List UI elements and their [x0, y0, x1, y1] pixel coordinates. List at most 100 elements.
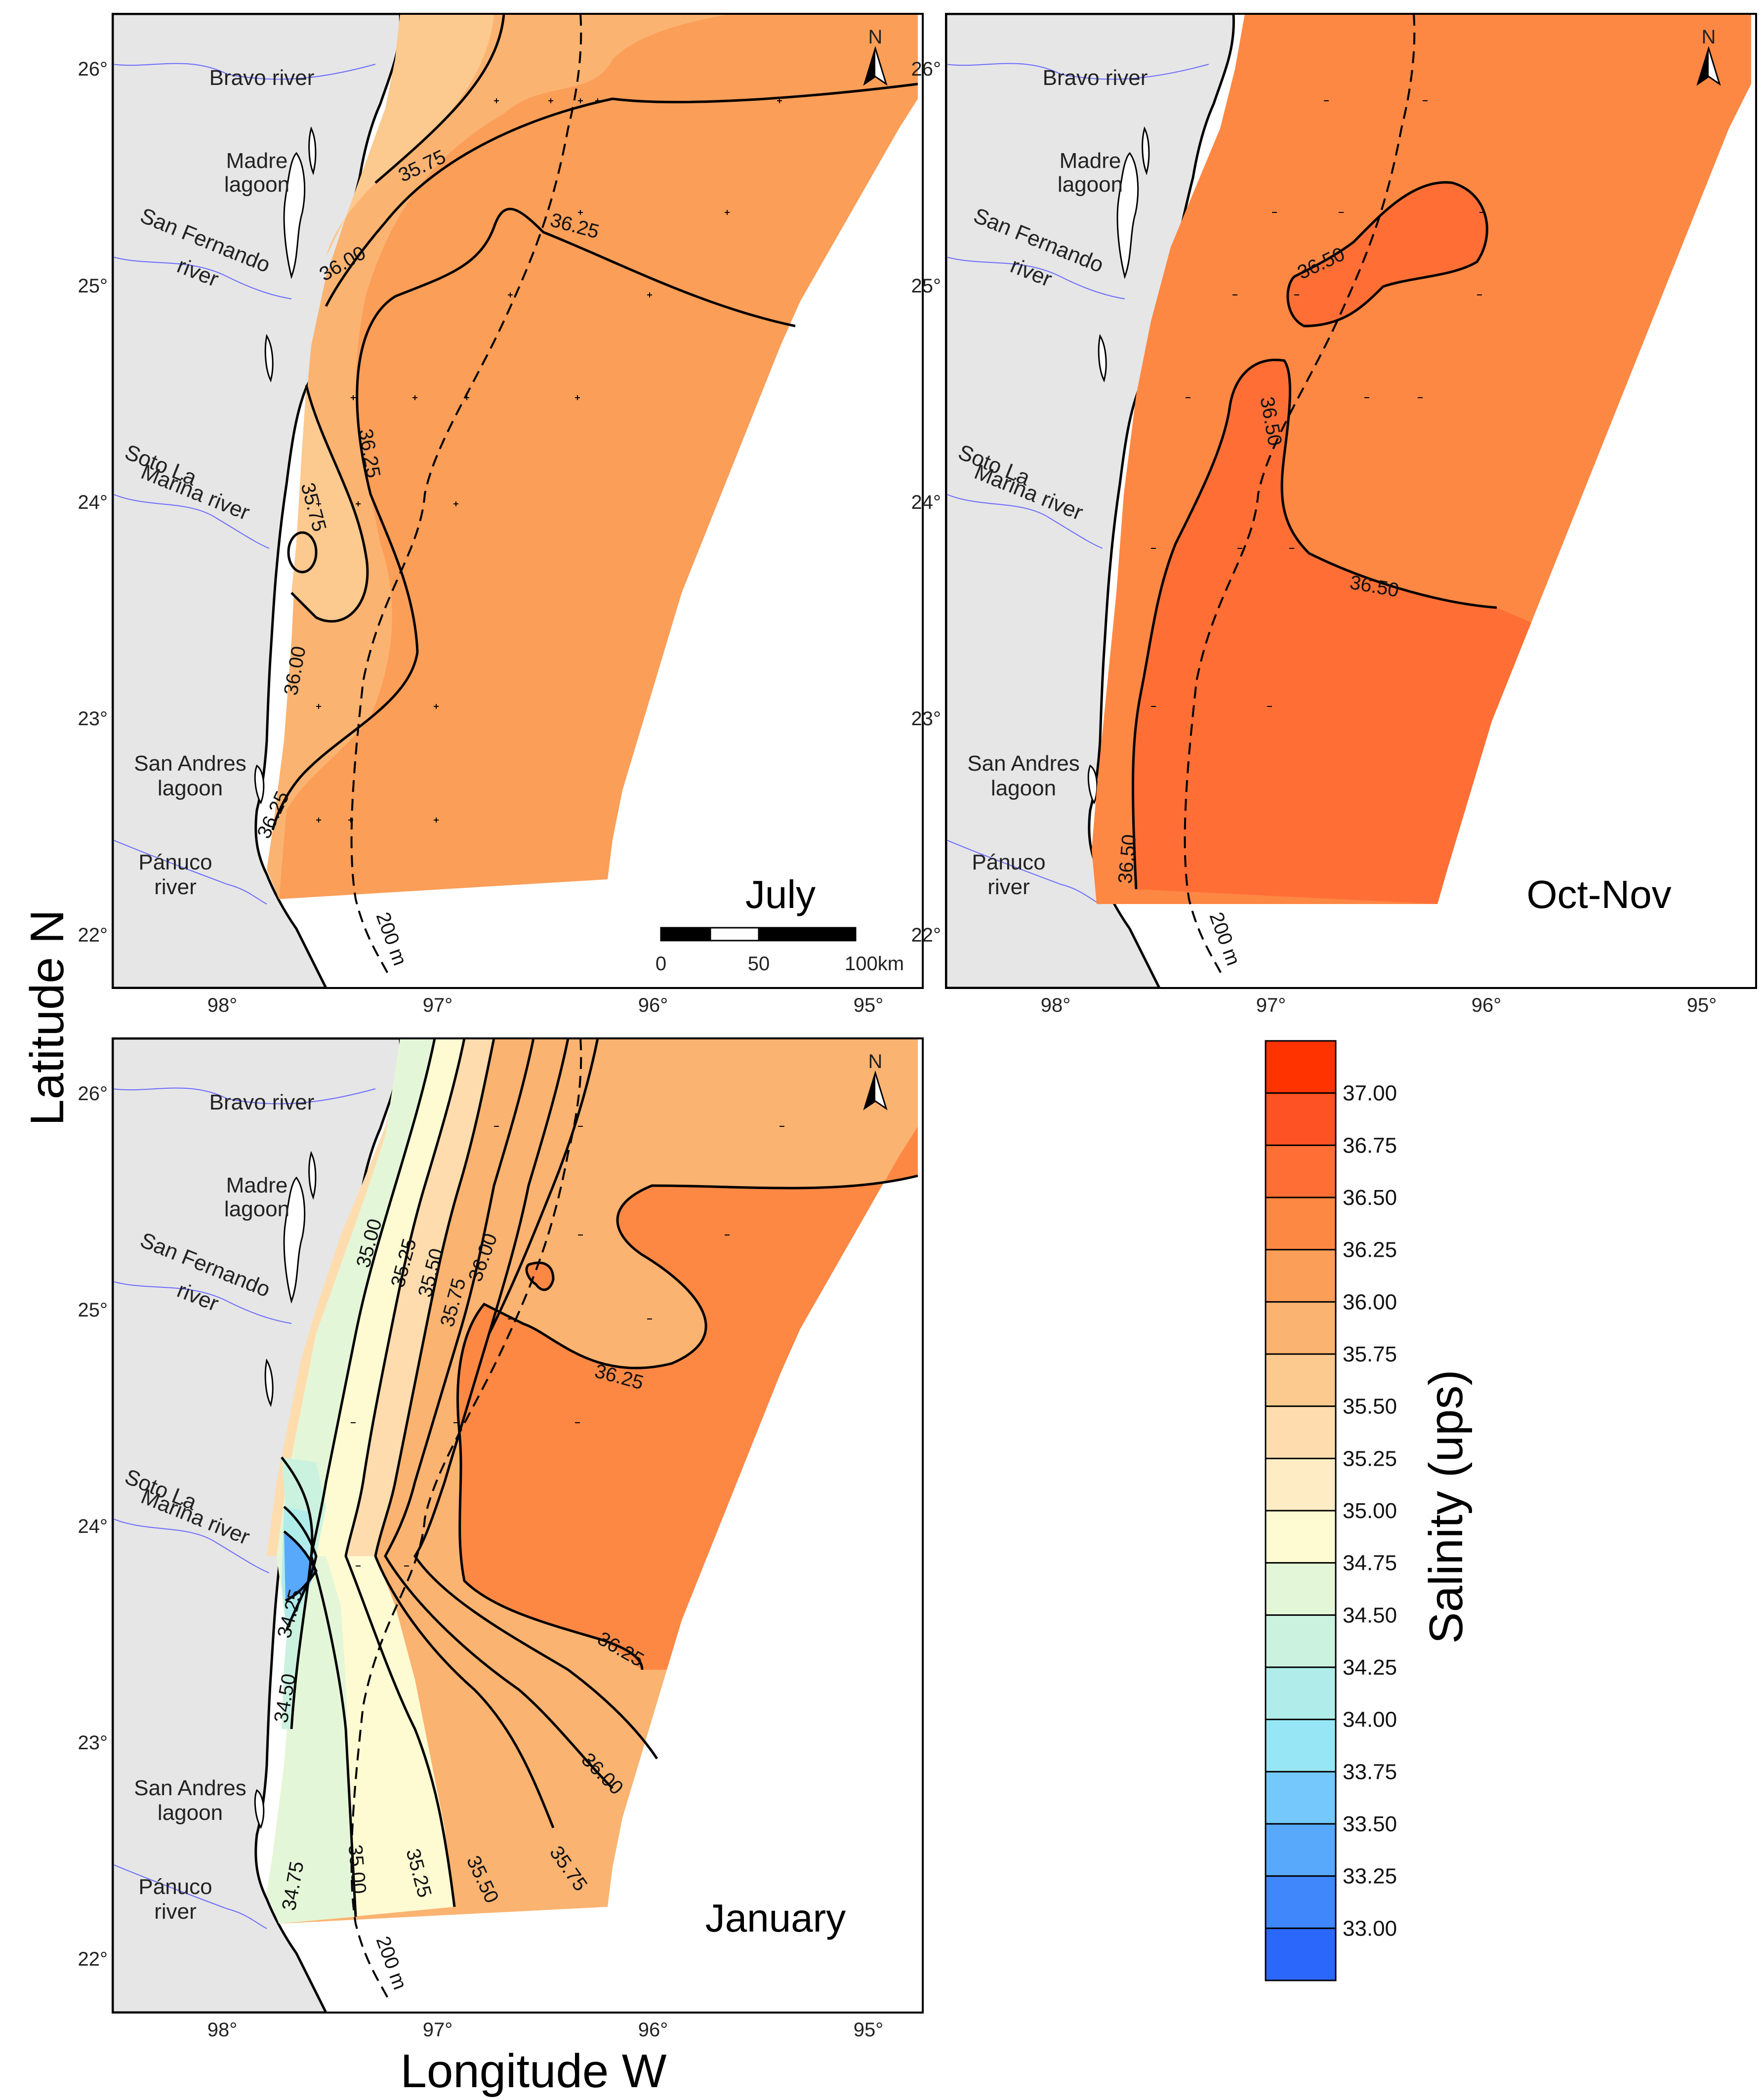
colorbar-level-label: 33.50 — [1343, 1812, 1397, 1836]
rivers — [113, 1087, 376, 1929]
lon-tick-98: 98° — [207, 2019, 238, 2041]
colorbar-swatch — [1266, 1719, 1336, 1772]
colorbar-swatch — [1266, 1406, 1336, 1459]
lat-tick-22: 22° — [78, 1948, 108, 1970]
lon-ticks-panel-c: 98° 97° 96° 95° — [207, 2019, 884, 2041]
lon-ticks-panel-a: 98° 97° 96° 95° — [207, 994, 884, 1016]
panel-oct-nov — [945, 13, 1757, 989]
place-san-andres-2: lagoon — [158, 776, 223, 800]
lat-tick-22: 22° — [78, 924, 108, 946]
colorbar-swatch — [1266, 1563, 1336, 1615]
lat-tick-24: 24° — [78, 492, 108, 513]
colorbar-swatch — [1266, 1197, 1336, 1250]
rivers — [113, 63, 376, 905]
colorbar-level-label: 33.25 — [1343, 1864, 1397, 1889]
colorbar-level-label: 35.25 — [1343, 1446, 1397, 1471]
isobath-200m — [350, 14, 582, 979]
lon-tick-97: 97° — [1256, 994, 1286, 1016]
colorbar-frame — [1265, 1040, 1337, 1981]
lat-tick-26: 26° — [911, 58, 942, 80]
lon-tick-98: 98° — [207, 994, 238, 1016]
scale-label-50: 50 — [748, 953, 770, 975]
x-axis-title: Longitude W — [400, 2045, 666, 2098]
lat-tick-26: 26° — [78, 58, 108, 80]
lat-tick-25: 25° — [78, 275, 108, 297]
contours — [271, 14, 918, 830]
colorbar-level-label: 37.00 — [1343, 1081, 1397, 1106]
land — [113, 14, 402, 988]
place-panuco-1: Pánuco — [972, 850, 1045, 874]
colorbar-level-label: 34.00 — [1343, 1708, 1397, 1732]
colorbar-swatch — [1266, 1093, 1336, 1146]
panel-july — [112, 13, 924, 989]
place-bravo-river: Bravo river — [209, 1090, 315, 1114]
panel-title-july: July — [745, 872, 816, 916]
colorbar: 37.00 36.75 36.50 36.25 36.00 35.75 35.50 35.25… — [1265, 1040, 1473, 1981]
contours — [281, 1038, 918, 1917]
lon-ticks: 98° 97° 96° 95° 98° 97° 96° 95° 98° 97° … — [207, 994, 1717, 2041]
place-bravo-river: Bravo river — [209, 66, 315, 90]
colorbar-labels: 37.00 36.75 36.50 36.25 36.00 35.75 35.50 35.25… — [1343, 1081, 1397, 1941]
colorbar-level-label: 36.50 — [1343, 1186, 1397, 1210]
place-panuco-1: Pánuco — [138, 850, 212, 874]
lat-tick-22: 22° — [911, 924, 942, 946]
lat-tick-23: 23° — [78, 708, 108, 730]
colorbar-swatch — [1266, 1876, 1336, 1929]
colorbar-level-label: 35.50 — [1343, 1395, 1397, 1419]
scale-bar: 0 50 100km — [656, 927, 904, 975]
lat-tick-24: 24° — [78, 1516, 108, 1537]
north-arrow-panel-c: N — [863, 1051, 888, 1111]
stations — [1151, 100, 1484, 707]
colorbar-level-label: 34.25 — [1343, 1655, 1397, 1680]
lon-ticks-panel-b: 98° 97° 96° 95° — [1041, 994, 1717, 1016]
contour-label: 36.50 — [1114, 833, 1141, 885]
lon-tick-96: 96° — [638, 2019, 668, 2041]
isobath-200m — [350, 1038, 582, 2003]
place-madre-lagoon-1: Madre — [1060, 149, 1121, 173]
colorbar-swatch — [1266, 1354, 1336, 1407]
stations — [316, 98, 782, 823]
panel-title-january: January — [705, 1896, 846, 1940]
lat-ticks-panel-a: 26° 25° 24° 23° 22° — [78, 58, 108, 946]
colorbar-swatch — [1266, 1824, 1336, 1877]
lon-tick-96: 96° — [638, 994, 668, 1016]
panel-title-oct-nov: Oct-Nov — [1526, 872, 1671, 916]
isobath-200m — [1184, 14, 1416, 979]
place-panuco-1: Pánuco — [138, 1875, 212, 1899]
lat-tick-26: 26° — [78, 1083, 108, 1105]
colorbar-swatch — [1266, 1615, 1336, 1668]
colorbar-level-label: 33.00 — [1343, 1916, 1397, 1940]
place-madre-lagoon-2: lagoon — [224, 172, 289, 197]
colorbar-level-label: 36.00 — [1343, 1290, 1397, 1314]
lat-tick-25: 25° — [911, 275, 942, 297]
place-san-andres-1: San Andres — [134, 1776, 246, 1800]
colorbar-title: Salinity (ups) — [1420, 1370, 1473, 1644]
scale-label-100: 100km — [845, 953, 904, 975]
colorbar-level-label: 34.75 — [1343, 1551, 1397, 1575]
colorbar-swatch — [1266, 1511, 1336, 1564]
north-label: N — [868, 1051, 883, 1072]
colorbar-swatch — [1266, 1041, 1336, 1094]
lon-tick-98: 98° — [1041, 994, 1071, 1016]
place-madre-lagoon-2: lagoon — [1058, 172, 1123, 197]
colorbar-swatch — [1266, 1145, 1336, 1198]
panel-january — [112, 1037, 924, 2014]
place-san-andres-2: lagoon — [158, 1801, 223, 1825]
y-axis-title: Latitude N — [21, 909, 74, 1126]
lat-ticks-panel-c: 26° 25° 24° 23° 22° — [78, 1083, 108, 1970]
colorbar-level-label: 35.00 — [1343, 1499, 1397, 1523]
lon-tick-96: 96° — [1472, 994, 1502, 1016]
lat-ticks: 26° 25° 24° 23° 22° 26° 25° 24° 23° 22° … — [78, 58, 942, 1970]
stations — [351, 1126, 784, 1566]
contour-label: 35.00 — [344, 1844, 370, 1895]
colorbar-swatch — [1266, 1771, 1336, 1824]
colorbar-swatch — [1266, 1249, 1336, 1302]
place-madre-lagoon-2: lagoon — [224, 1197, 289, 1221]
lon-tick-95: 95° — [1687, 994, 1717, 1016]
lon-tick-97: 97° — [423, 2019, 453, 2041]
lon-tick-95: 95° — [854, 2019, 884, 2041]
place-san-andres-1: San Andres — [134, 751, 246, 776]
place-madre-lagoon-1: Madre — [226, 149, 288, 173]
lon-tick-97: 97° — [423, 994, 453, 1016]
